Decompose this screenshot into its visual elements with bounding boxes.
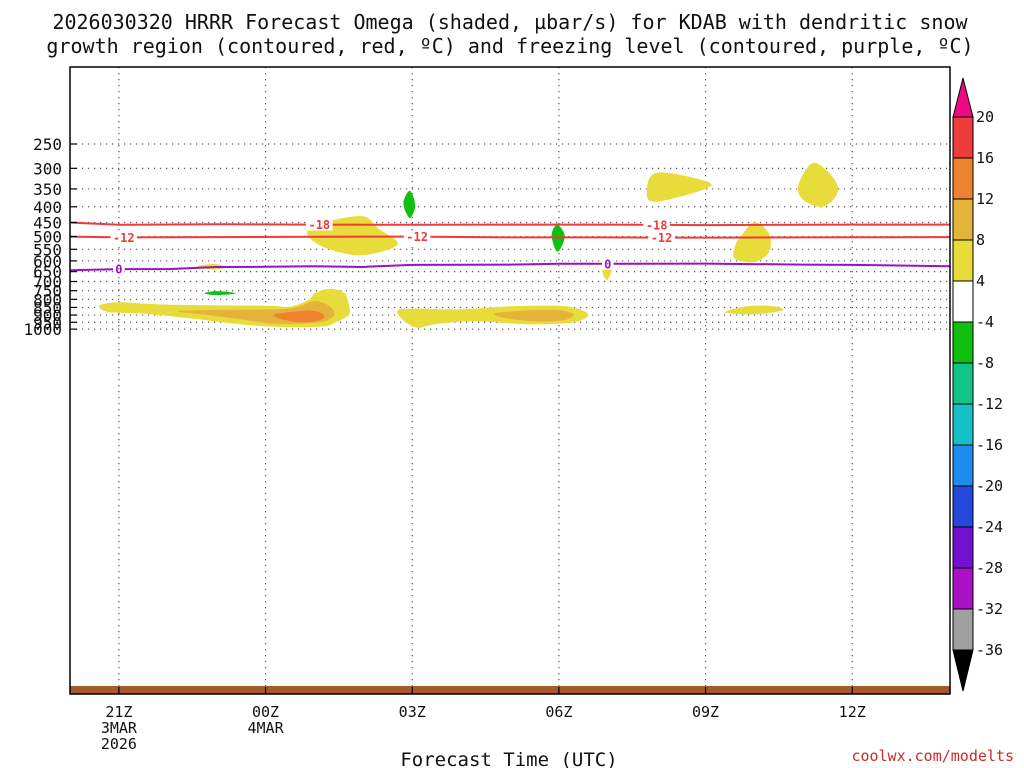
colorbar-swatch-9 — [952, 444, 974, 487]
plot-background — [70, 67, 950, 694]
x-tick-label-21Z-1: 3MAR — [101, 719, 138, 737]
isotherm-minus-12-label-0: -12 — [113, 231, 135, 245]
freezing-level-0C-line — [69, 262, 951, 272]
y-tick-label-250: 250 — [33, 135, 62, 154]
y-axis-pressure: 250 300 3504004505005506006507007508008509… — [23, 135, 77, 339]
isotherm-minus-12-line — [69, 235, 951, 239]
colorbar-swatch-12 — [952, 567, 974, 610]
y-tick-label-800: 800 — [33, 290, 62, 309]
colorbar-swatch-7 — [952, 362, 974, 405]
x-tick-label-06Z-0: 06Z — [545, 703, 572, 721]
isotherm-minus-18-label-bg-1 — [643, 218, 670, 231]
colorbar-label-8: -16 — [976, 436, 1003, 454]
colorbar-label-0: 20 — [976, 108, 994, 126]
y-tick-label-700: 700 — [33, 273, 62, 292]
colorbar-swatch-2 — [952, 157, 974, 200]
colorbar-label-2: 12 — [976, 190, 994, 208]
isotherm-minus-18-label-0: -18 — [308, 218, 330, 232]
x-tick-label-03Z-0: 03Z — [399, 703, 426, 721]
isotherm-minus-18-label-bg-0 — [306, 218, 333, 231]
ascent-yellow-10z-870 — [725, 305, 784, 315]
freezing-level-0C-label-0: 0 — [115, 263, 122, 277]
y-tick-label-950: 950 — [33, 313, 62, 332]
x-tick-label-12Z-0: 12Z — [839, 703, 866, 721]
y-tick-label-900: 900 — [33, 306, 62, 325]
colorbar-swatch-1 — [952, 116, 974, 159]
chart-title-line-2: growth region (contoured, red, ºC) and f… — [46, 34, 973, 58]
x-tick-label-21Z-0: 21Z — [105, 703, 132, 721]
x-tick-label-00Z-1: 4MAR — [247, 719, 284, 737]
isotherm-minus-12-label-bg-0 — [110, 231, 138, 244]
source-credit: coolwx.com/modelts — [851, 747, 1014, 765]
freezing-level-0C-label-bg-1 — [602, 257, 614, 270]
colorbar-swatch-8 — [952, 403, 974, 446]
colorbar-swatch-11 — [952, 526, 974, 569]
colorbar-label-13: -36 — [976, 641, 1003, 659]
gridlines — [70, 67, 950, 694]
colorbar-label-1: 16 — [976, 149, 994, 167]
ascent-yellow-11z-350 — [797, 162, 839, 207]
y-tick-label-550: 550 — [33, 240, 62, 259]
subsidence-green-03z-390 — [403, 190, 416, 219]
surface-ground-band — [70, 686, 950, 694]
ascent-yellow-3z-350 — [646, 172, 712, 202]
colorbar-label-7: -12 — [976, 395, 1003, 413]
y-tick-label-500: 500 — [33, 228, 62, 247]
y-tick-label-300: 300 — [33, 159, 62, 178]
colorbar-swatch-top-arrow — [952, 77, 974, 118]
isotherm-minus-12-label-1: -12 — [406, 230, 428, 244]
freezing-level-0C-label-bg-0 — [113, 263, 125, 276]
y-tick-label-450: 450 — [33, 213, 62, 232]
y-tick-label-650: 650 — [33, 263, 62, 282]
isotherm-minus-18-line — [69, 221, 950, 227]
colorbar-label-3: 8 — [976, 231, 985, 249]
colorbar-label-11: -28 — [976, 559, 1003, 577]
y-tick-label-600: 600 — [33, 252, 62, 271]
colorbar-swatch-4 — [952, 239, 974, 282]
isotherm-minus-12-label-bg-2 — [648, 231, 675, 244]
colorbar-swatch-13 — [952, 608, 974, 651]
y-tick-label-850: 850 — [33, 298, 62, 317]
chart-title-line-1: 2026030320 HRRR Forecast Omega (shaded, … — [52, 10, 968, 34]
ascent-orange-01z-900 — [273, 310, 325, 323]
y-tick-label-400: 400 — [33, 198, 62, 217]
y-tick-label-350: 350 — [33, 180, 62, 199]
isotherm-minus-12-label-2: -12 — [651, 231, 673, 245]
x-tick-label-09Z-0: 09Z — [692, 703, 719, 721]
colorbar-label-12: -32 — [976, 600, 1003, 618]
ascent-gold-mid-low — [494, 309, 574, 322]
colorbar-label-6: -8 — [976, 354, 994, 372]
x-tick-label-00Z-0: 00Z — [252, 703, 279, 721]
isotherm-minus-18-label-1: -18 — [646, 218, 668, 232]
ascent-yellow-10z-520 — [733, 222, 771, 263]
colorbar-label-5: -4 — [976, 313, 994, 331]
colorbar-swatch-10 — [952, 485, 974, 528]
y-tick-label-1000: 1000 — [23, 320, 62, 339]
subsidence-green-2230z-760 — [204, 291, 237, 296]
plot-area: -18 -18-12 -12 -120 0 — [69, 66, 951, 695]
isotherm-minus-12-label-bg-1 — [403, 230, 431, 243]
colorbar-swatch-6 — [952, 321, 974, 364]
colorbar-label-4: 4 — [976, 272, 985, 290]
colorbar-swatch-3 — [952, 198, 974, 241]
x-tick-label-21Z-2: 2026 — [101, 735, 137, 753]
colorbar-label-9: -20 — [976, 477, 1003, 495]
colorbar-legend: 20 16 12 8 4 -4 -8 -12 -16 -20 -24 -28 -32 -36 — [952, 77, 1003, 692]
x-axis-label: Forecast Time (UTC) — [400, 749, 617, 768]
plot-frame — [69, 66, 951, 695]
colorbar-label-10: -24 — [976, 518, 1003, 536]
colorbar-swatch-5 — [952, 280, 974, 323]
temperature-contours: -18 -18-12 -12 -120 0 — [69, 218, 951, 277]
freezing-level-0C-label-1: 0 — [604, 257, 611, 271]
y-tick-label-750: 750 — [33, 282, 62, 301]
colorbar-swatch-bottom-arrow — [952, 649, 974, 692]
